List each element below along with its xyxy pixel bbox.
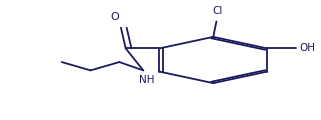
Text: O: O <box>111 12 119 22</box>
Text: Cl: Cl <box>213 6 223 15</box>
Text: NH: NH <box>139 75 154 85</box>
Text: OH: OH <box>299 43 315 53</box>
